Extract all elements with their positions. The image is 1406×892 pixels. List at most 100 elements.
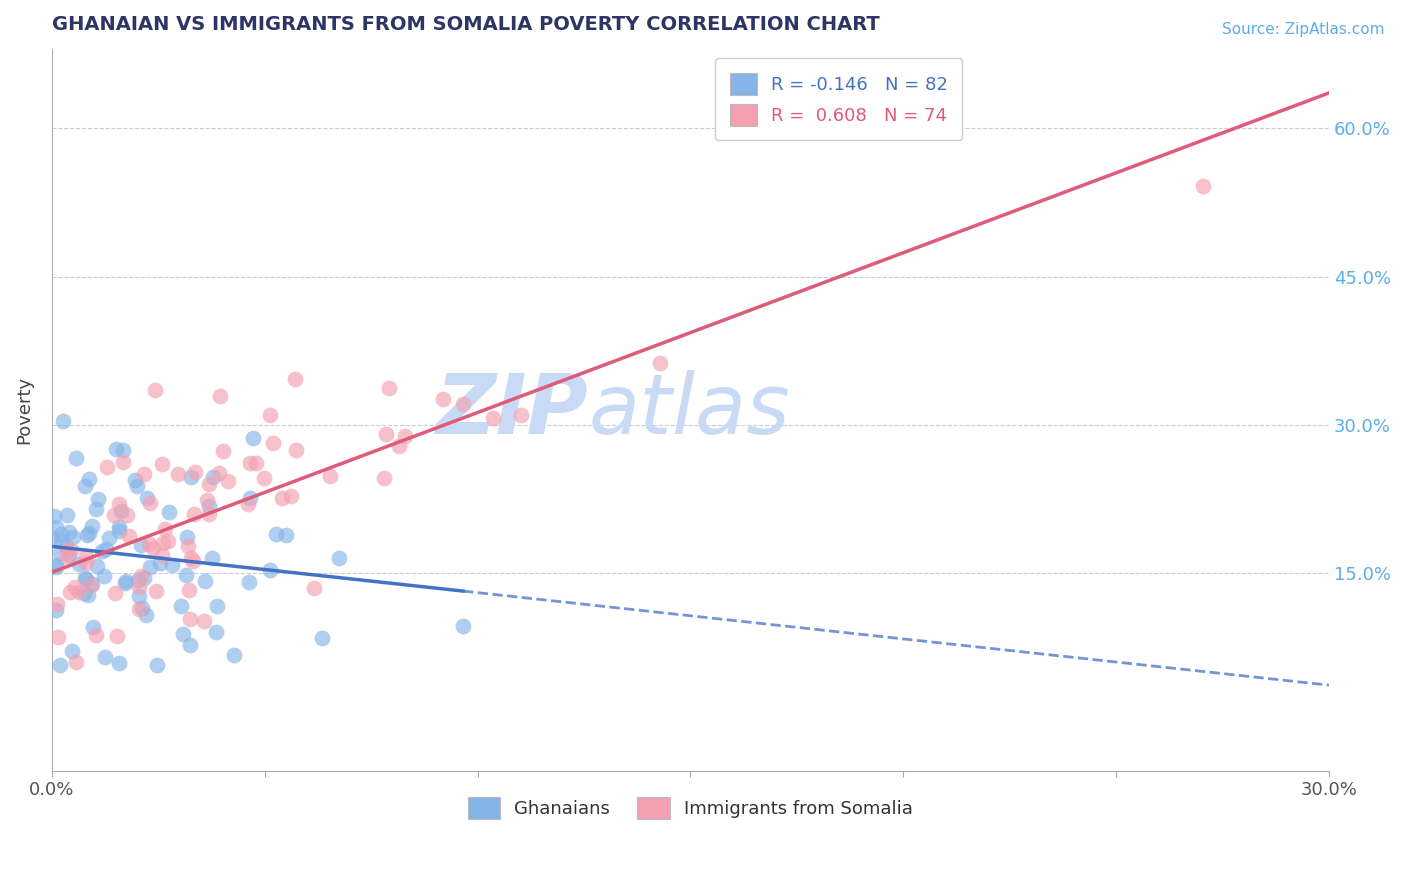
Point (56, 549, 79, 564)
Point (245, 456, 267, 470)
Point (212, 443, 235, 458)
Point (65, 655, 87, 669)
Point (128, 602, 150, 616)
Text: atlas: atlas (588, 369, 790, 450)
Point (84, 502, 107, 516)
Point (73, 586, 96, 600)
Point (253, 471, 276, 485)
Point (152, 536, 174, 550)
Point (115, 574, 138, 588)
Point (270, 491, 292, 505)
Point (374, 426, 396, 441)
Point (108, 497, 131, 511)
Point (179, 612, 201, 626)
Point (127, 573, 149, 587)
Point (170, 599, 193, 613)
Point (238, 497, 260, 511)
Point (264, 527, 287, 541)
Point (118, 529, 141, 543)
Point (328, 550, 350, 565)
Point (222, 648, 245, 662)
Point (46, 597, 69, 611)
Point (131, 568, 153, 582)
Point (194, 574, 217, 588)
Point (242, 431, 264, 445)
Point (302, 581, 325, 595)
Point (155, 522, 177, 536)
Point (145, 583, 167, 598)
Point (482, 410, 505, 425)
Point (209, 389, 232, 403)
Point (160, 558, 183, 572)
Point (80, 578, 103, 592)
Point (84, 628, 107, 642)
Point (67, 557, 90, 571)
Point (44, 558, 66, 573)
Point (183, 507, 205, 521)
Point (58, 585, 80, 599)
Point (143, 383, 166, 397)
Point (510, 408, 533, 422)
Point (176, 530, 198, 544)
Point (193, 615, 215, 629)
Point (378, 381, 401, 395)
Point (108, 520, 131, 534)
Point (76, 588, 98, 602)
Point (149, 556, 172, 570)
Point (205, 599, 228, 614)
Point (135, 608, 157, 623)
Point (42, 509, 65, 524)
Point (117, 508, 139, 522)
Point (172, 627, 194, 641)
Point (180, 470, 202, 484)
Point (62, 644, 84, 658)
Point (87, 492, 110, 507)
Point (204, 625, 226, 640)
Point (128, 590, 150, 604)
Point (284, 372, 307, 386)
Legend: Ghanaians, Immigrants from Somalia: Ghanaians, Immigrants from Somalia (460, 790, 921, 827)
Text: ZIP: ZIP (436, 369, 588, 450)
Point (197, 493, 219, 508)
Point (108, 524, 131, 538)
Point (103, 508, 125, 522)
Point (451, 397, 474, 411)
Point (134, 467, 156, 482)
Point (274, 528, 297, 542)
Point (112, 442, 135, 457)
Point (181, 554, 204, 568)
Point (138, 537, 160, 551)
Point (311, 631, 333, 645)
Point (58, 548, 80, 562)
Point (131, 601, 153, 615)
Point (48, 631, 70, 645)
Point (96, 460, 118, 475)
Point (91, 544, 114, 558)
Point (96, 541, 118, 556)
Point (73, 479, 96, 493)
Point (129, 538, 152, 552)
Point (105, 630, 128, 644)
Point (79, 525, 101, 540)
Point (108, 657, 131, 671)
Point (65, 450, 87, 465)
Point (67, 584, 90, 599)
Point (125, 479, 148, 493)
Point (60, 542, 83, 557)
Text: GHANAIAN VS IMMIGRANTS FROM SOMALIA POVERTY CORRELATION CHART: GHANAIAN VS IMMIGRANTS FROM SOMALIA POVE… (52, 15, 880, 34)
Point (280, 489, 302, 503)
Point (179, 638, 201, 652)
Point (150, 457, 173, 471)
Point (180, 551, 202, 566)
Point (259, 408, 281, 422)
Point (93, 568, 115, 582)
Point (105, 442, 128, 457)
Point (114, 575, 136, 590)
Text: Source: ZipAtlas.com: Source: ZipAtlas.com (1222, 22, 1385, 37)
Point (56, 508, 79, 522)
Point (387, 439, 409, 453)
Point (197, 507, 219, 521)
Point (146, 658, 169, 673)
Point (75, 571, 97, 585)
Point (76, 528, 98, 542)
